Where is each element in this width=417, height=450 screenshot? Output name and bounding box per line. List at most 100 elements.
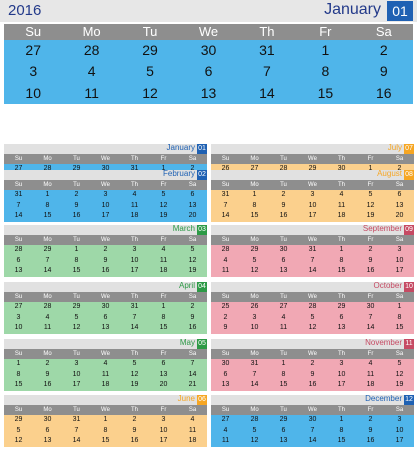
day-cell[interactable]: 29 [72, 165, 81, 172]
day-cell[interactable]: 17 [130, 267, 139, 275]
day-cell[interactable]: 2 [397, 165, 402, 172]
day-cell[interactable]: 18 [130, 212, 139, 220]
day-cell[interactable]: 6 [190, 191, 195, 198]
day-cell[interactable]: 4 [190, 416, 195, 423]
day-cell[interactable]: 30 [200, 42, 217, 58]
day-cell[interactable]: 10 [25, 84, 41, 101]
day-cell[interactable]: 16 [72, 212, 81, 220]
day-cell[interactable]: 15 [337, 437, 346, 445]
day-cell[interactable]: 3 [16, 313, 21, 321]
day-cell[interactable]: 8 [397, 313, 402, 321]
day-cell[interactable]: 1 [339, 416, 344, 423]
day-cell[interactable]: 9 [132, 426, 137, 434]
day-cell[interactable]: 5 [132, 360, 137, 367]
day-cell[interactable]: 12 [72, 324, 81, 332]
day-cell[interactable]: 2 [45, 360, 50, 367]
day-cell[interactable]: 7 [132, 313, 137, 321]
day-cell[interactable]: 29 [250, 246, 259, 253]
day-cell[interactable]: 27 [279, 303, 288, 310]
day-cell[interactable]: 7 [16, 201, 21, 209]
day-cell[interactable]: 11 [43, 324, 52, 332]
day-cell[interactable]: 5 [252, 426, 257, 434]
day-cell[interactable]: 27 [25, 42, 41, 58]
day-cell[interactable]: 2 [190, 165, 195, 172]
day-cell[interactable]: 2 [310, 360, 315, 367]
day-cell[interactable]: 26 [250, 303, 259, 310]
day-cell[interactable]: 3 [132, 246, 137, 253]
day-cell[interactable]: 29 [337, 303, 346, 310]
day-cell[interactable]: 28 [279, 165, 288, 172]
day-cell[interactable]: 6 [45, 426, 50, 434]
day-cell[interactable]: 3 [103, 191, 108, 198]
day-cell[interactable]: 5 [146, 63, 154, 80]
day-cell[interactable]: 1 [321, 42, 330, 58]
day-cell[interactable]: 30 [43, 416, 52, 423]
day-cell[interactable]: 17 [101, 212, 110, 220]
day-cell[interactable]: 2 [103, 246, 108, 253]
day-cell[interactable]: 10 [101, 201, 110, 209]
day-cell[interactable]: 9 [223, 324, 228, 332]
day-cell[interactable]: 31 [250, 360, 259, 367]
day-cell[interactable]: 10 [395, 256, 404, 264]
day-cell[interactable]: 29 [308, 165, 317, 172]
day-cell[interactable]: 18 [159, 267, 168, 275]
day-cell[interactable]: 31 [130, 165, 139, 172]
day-cell[interactable]: 4 [45, 313, 50, 321]
day-cell[interactable]: 1 [368, 165, 373, 172]
day-cell[interactable]: 15 [159, 324, 168, 332]
day-cell[interactable]: 5 [161, 191, 166, 198]
day-cell[interactable]: 14 [308, 267, 317, 275]
day-cell[interactable]: 14 [366, 324, 375, 332]
day-cell[interactable]: 1 [397, 303, 402, 310]
day-cell[interactable]: 31 [308, 246, 317, 253]
day-cell[interactable]: 4 [103, 360, 108, 367]
day-cell[interactable]: 17 [72, 381, 81, 389]
day-cell[interactable]: 15 [43, 212, 52, 220]
day-cell[interactable]: 18 [188, 437, 197, 445]
day-cell[interactable]: 19 [395, 381, 404, 389]
day-cell[interactable]: 18 [366, 381, 375, 389]
day-cell[interactable]: 12 [366, 201, 375, 209]
day-cell[interactable]: 6 [281, 256, 286, 264]
day-cell[interactable]: 28 [83, 42, 100, 58]
day-cell[interactable]: 16 [366, 437, 375, 445]
day-cell[interactable]: 8 [161, 313, 166, 321]
day-cell[interactable]: 14 [130, 324, 139, 332]
day-cell[interactable]: 28 [250, 416, 259, 423]
day-cell[interactable]: 2 [223, 313, 228, 321]
day-cell[interactable]: 16 [130, 437, 139, 445]
day-cell[interactable]: 9 [45, 370, 50, 378]
day-cell[interactable]: 12 [130, 370, 139, 378]
day-cell[interactable]: 1 [339, 246, 344, 253]
day-cell[interactable]: 11 [366, 370, 375, 378]
day-cell[interactable]: 17 [337, 381, 346, 389]
day-cell[interactable]: 4 [161, 246, 166, 253]
day-cell[interactable]: 9 [368, 256, 373, 264]
day-cell[interactable]: 8 [74, 256, 79, 264]
day-cell[interactable]: 7 [263, 63, 271, 80]
day-cell[interactable]: 19 [366, 212, 375, 220]
day-cell[interactable]: 13 [188, 201, 197, 209]
day-cell[interactable]: 6 [204, 63, 213, 80]
day-cell[interactable]: 7 [310, 426, 315, 434]
day-cell[interactable]: 30 [101, 303, 110, 310]
day-cell[interactable]: 10 [72, 370, 81, 378]
day-cell[interactable]: 30 [337, 165, 346, 172]
day-cell[interactable]: 13 [279, 437, 288, 445]
day-cell[interactable]: 29 [142, 42, 158, 58]
day-cell[interactable]: 17 [308, 212, 317, 220]
day-cell[interactable]: 14 [250, 381, 259, 389]
day-cell[interactable]: 6 [161, 360, 166, 367]
day-cell[interactable]: 14 [221, 212, 230, 220]
day-cell[interactable]: 12 [395, 370, 404, 378]
day-cell[interactable]: 11 [159, 256, 168, 264]
day-cell[interactable]: 11 [130, 201, 139, 209]
day-cell[interactable]: 12 [308, 324, 317, 332]
day-cell[interactable]: 3 [161, 416, 166, 423]
day-cell[interactable]: 8 [281, 370, 286, 378]
day-cell[interactable]: 6 [339, 313, 344, 321]
day-cell[interactable]: 8 [45, 201, 50, 209]
day-cell[interactable]: 16 [375, 84, 392, 101]
day-cell[interactable]: 12 [142, 84, 158, 101]
day-cell[interactable]: 1 [103, 416, 108, 423]
